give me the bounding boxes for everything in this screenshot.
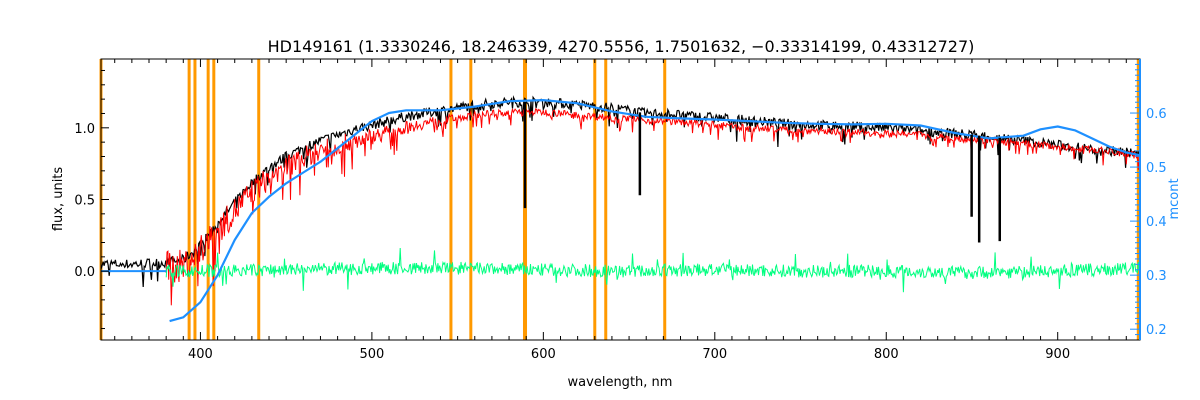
y2-tick-label: 0.6 (1146, 107, 1167, 122)
y-axis-right: 0.2 0.3 0.4 0.5 0.6 (1130, 59, 1167, 340)
y-tick-label: 0.5 (74, 194, 95, 209)
absorption-dips (523, 102, 1002, 243)
plot-series (100, 95, 1141, 323)
y2-tick-label: 0.4 (1146, 215, 1167, 230)
x-tick-label: 500 (359, 347, 384, 362)
x-tick-label: 600 (531, 347, 556, 362)
x-tick-label: 900 (1045, 347, 1070, 362)
y-tick-label: 0.0 (74, 265, 95, 280)
y-tick-label: 1.0 (74, 122, 95, 137)
x-axis-label: wavelength, nm (568, 375, 673, 390)
y2-axis-label: mcont (1167, 178, 1182, 219)
x-tick-label: 800 (874, 347, 899, 362)
y2-tick-label: 0.5 (1146, 161, 1167, 176)
series-continuum (169, 99, 1141, 323)
y-axis-left: 0.0 0.5 1.0 (74, 69, 109, 330)
y2-tick-label: 0.2 (1146, 323, 1167, 338)
x-tick-label: 700 (702, 347, 727, 362)
x-axis: 400 500 600 700 800 900 (114, 59, 1127, 362)
plot-frame (100, 58, 1141, 341)
y-axis-label: flux, units (51, 167, 66, 232)
series-model (165, 108, 1141, 306)
spectral-line-markers (99, 59, 1140, 340)
series-residual (165, 247, 1141, 293)
chart-title: HD149161 (1.3330246, 18.246339, 4270.555… (268, 37, 975, 56)
y2-tick-label: 0.3 (1146, 269, 1167, 284)
series-observed (100, 95, 1140, 288)
x-tick-label: 400 (188, 347, 213, 362)
